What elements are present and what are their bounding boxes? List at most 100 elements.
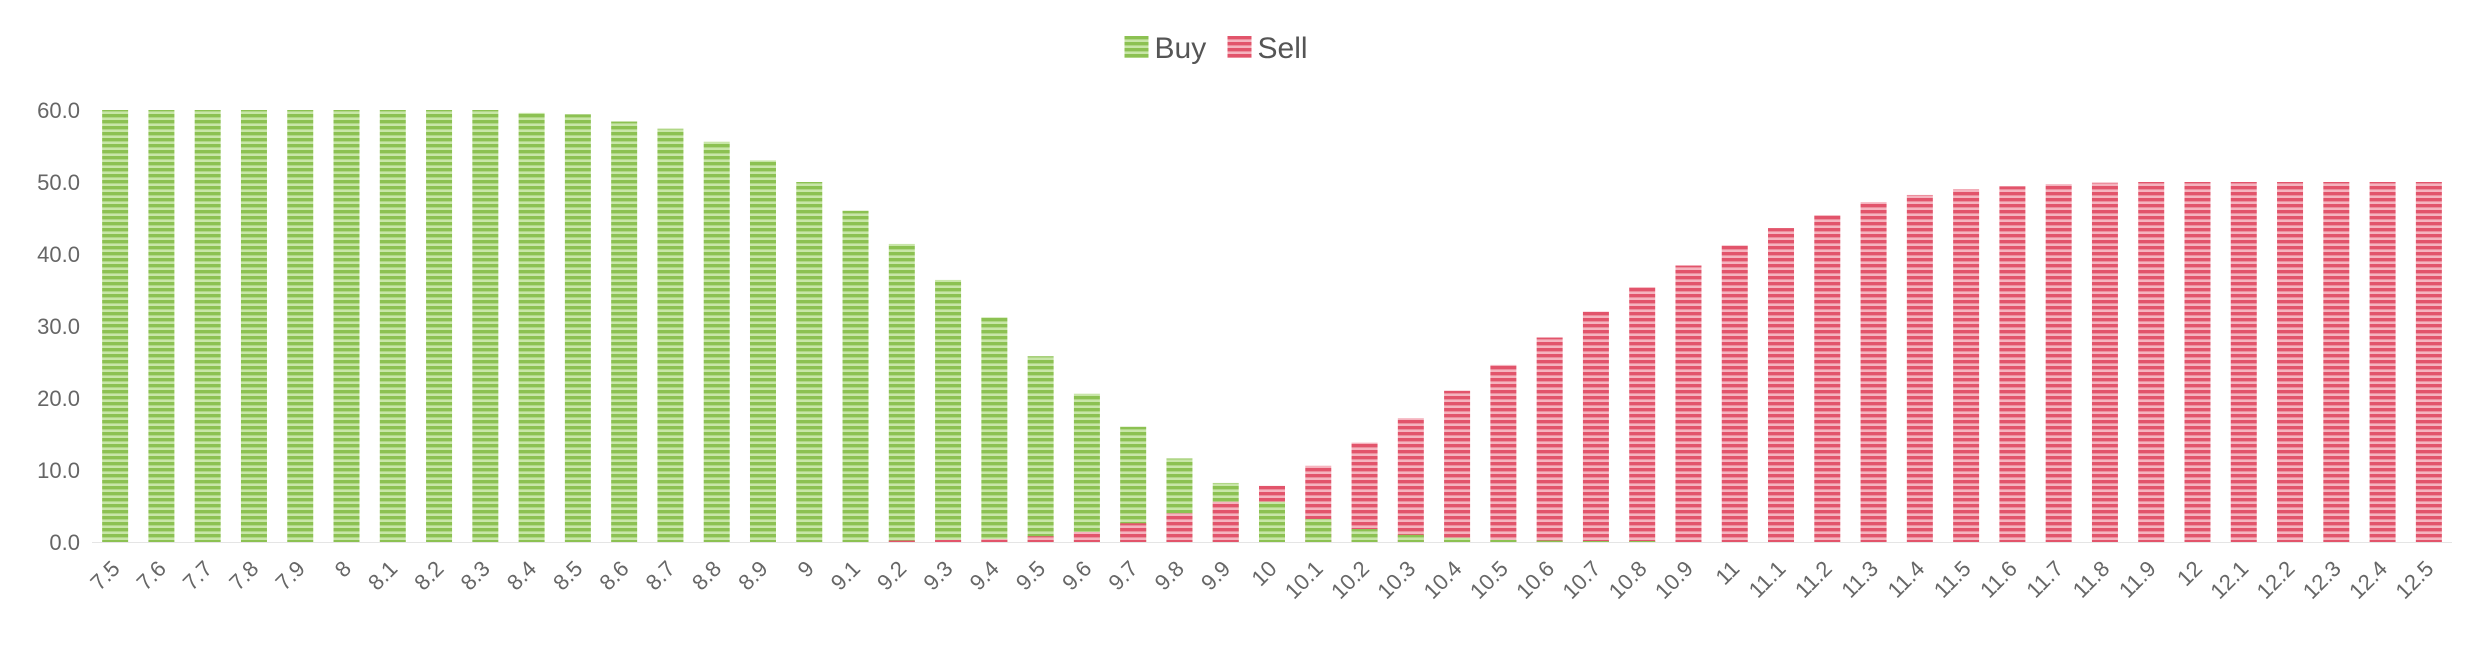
y-tick-label: 40.0	[37, 242, 80, 267]
x-tick-label: 10.4	[1419, 556, 1467, 604]
bar-buy[interactable]	[889, 244, 915, 542]
x-tick-label: 7.5	[85, 556, 124, 595]
bar-buy[interactable]	[519, 113, 545, 542]
x-tick-label: 7.9	[270, 556, 309, 595]
x-tick-label: 9.9	[1196, 556, 1235, 595]
bar-buy[interactable]	[334, 110, 360, 542]
legend-swatch-buy	[1125, 36, 1149, 58]
x-tick-label: 11.6	[1975, 556, 2022, 603]
bar-sell[interactable]	[1537, 338, 1563, 542]
bar-buy[interactable]	[1305, 519, 1331, 542]
x-tick-label: 10.9	[1650, 556, 1698, 604]
bar-sell[interactable]	[1444, 391, 1470, 542]
bar-buy[interactable]	[1398, 535, 1424, 542]
x-axis: 7.5 7.6 7.7 7.8 7.9 8 8.1 8.2 8.3 8.4 8.5 8.6 8.7 8.8…	[85, 543, 2452, 604]
legend-item-sell[interactable]: Sell	[1228, 32, 1308, 65]
bar-sell[interactable]	[2046, 184, 2072, 542]
bar-buy[interactable]	[1537, 541, 1563, 542]
bar-sell[interactable]	[2323, 182, 2349, 542]
y-tick-label: 0.0	[49, 530, 80, 555]
x-tick-label: 9	[792, 556, 818, 582]
x-tick-label: 11.8	[2068, 556, 2115, 603]
x-tick-label: 10.8	[1604, 556, 1652, 604]
bar-buy[interactable]	[1352, 529, 1378, 542]
bar-sell[interactable]	[2231, 182, 2257, 542]
bar-buy[interactable]	[241, 110, 267, 542]
bar-sell[interactable]	[2370, 182, 2396, 542]
x-tick-label: 8.9	[733, 556, 772, 595]
bar-sell[interactable]	[1675, 266, 1701, 542]
x-tick-label: 8.6	[594, 556, 633, 595]
bar-buy[interactable]	[380, 110, 406, 542]
x-tick-label: 9.5	[1011, 556, 1050, 595]
bar-buy[interactable]	[935, 280, 961, 542]
bar-buy[interactable]	[1583, 541, 1609, 542]
bar-sell[interactable]	[2277, 182, 2303, 542]
bar-buy[interactable]	[1444, 538, 1470, 542]
bar-buy[interactable]	[657, 129, 683, 542]
y-tick-label: 60.0	[37, 98, 80, 123]
bar-sell[interactable]	[1722, 245, 1748, 542]
bar-buy[interactable]	[611, 122, 637, 542]
bar-sell[interactable]	[2092, 183, 2118, 542]
bar-sell[interactable]	[1120, 523, 1146, 542]
bar-sell[interactable]	[1953, 189, 1979, 542]
bar-buy[interactable]	[1490, 540, 1516, 542]
bar-sell[interactable]	[981, 539, 1007, 542]
bar-buy[interactable]	[796, 182, 822, 542]
legend[interactable]: Buy Sell	[1125, 32, 1308, 65]
bar-buy[interactable]	[750, 160, 776, 542]
bar-buy[interactable]	[148, 110, 174, 542]
x-tick-label: 9.4	[965, 556, 1004, 595]
bar-buy[interactable]	[195, 110, 221, 542]
x-tick-label: 9.7	[1103, 556, 1142, 595]
bar-sell[interactable]	[1398, 418, 1424, 542]
x-tick-label: 9.1	[826, 556, 865, 595]
x-tick-label: 10.2	[1326, 556, 1374, 604]
x-tick-label: 10.5	[1465, 556, 1513, 604]
bar-sell[interactable]	[1814, 215, 1840, 542]
y-tick-label: 50.0	[37, 170, 80, 195]
x-tick-label: 7.6	[132, 556, 171, 595]
bar-sell[interactable]	[1629, 287, 1655, 542]
bar-sell[interactable]	[1907, 195, 1933, 542]
x-tick-label: 9.3	[918, 556, 957, 595]
bar-buy[interactable]	[102, 110, 128, 542]
bar-sell[interactable]	[889, 541, 915, 542]
bar-sell[interactable]	[1768, 228, 1794, 542]
x-tick-label: 11.4	[1883, 556, 1930, 603]
x-tick-label: 11.9	[2114, 556, 2161, 603]
x-tick-label: 8.4	[502, 556, 541, 595]
bar-sell[interactable]	[2416, 182, 2442, 542]
bar-buy[interactable]	[1629, 541, 1655, 542]
bar-buy[interactable]	[981, 317, 1007, 542]
x-tick-label: 7.7	[178, 556, 217, 595]
bar-buy[interactable]	[426, 110, 452, 542]
bar-buy[interactable]	[472, 110, 498, 542]
legend-label-sell: Sell	[1258, 32, 1308, 65]
bar-sell[interactable]	[935, 540, 961, 542]
bar-buy[interactable]	[565, 114, 591, 542]
bar-sell[interactable]	[1028, 536, 1054, 542]
x-tick-label: 8.5	[548, 556, 587, 595]
bar-buy[interactable]	[704, 142, 730, 542]
y-tick-label: 10.0	[37, 458, 80, 483]
bar-buy[interactable]	[843, 211, 869, 542]
bar-sell[interactable]	[1861, 202, 1887, 542]
bar-buy[interactable]	[1074, 394, 1100, 542]
bar-sell[interactable]	[1583, 312, 1609, 542]
bar-sell[interactable]	[1213, 502, 1239, 542]
bar-buy[interactable]	[287, 110, 313, 542]
bar-sell[interactable]	[2138, 182, 2164, 542]
x-tick-label: 8.7	[641, 556, 680, 595]
bar-sell[interactable]	[1166, 513, 1192, 542]
bar-sell[interactable]	[1490, 365, 1516, 542]
bar-buy[interactable]	[1259, 502, 1285, 542]
bar-buy[interactable]	[1028, 356, 1054, 542]
bar-sell[interactable]	[1074, 532, 1100, 542]
legend-item-buy[interactable]: Buy	[1125, 32, 1207, 65]
bar-sell[interactable]	[2184, 182, 2210, 542]
x-tick-label: 9.2	[872, 556, 911, 595]
bar-sell[interactable]	[1999, 186, 2025, 542]
bar-sell[interactable]	[1352, 443, 1378, 542]
